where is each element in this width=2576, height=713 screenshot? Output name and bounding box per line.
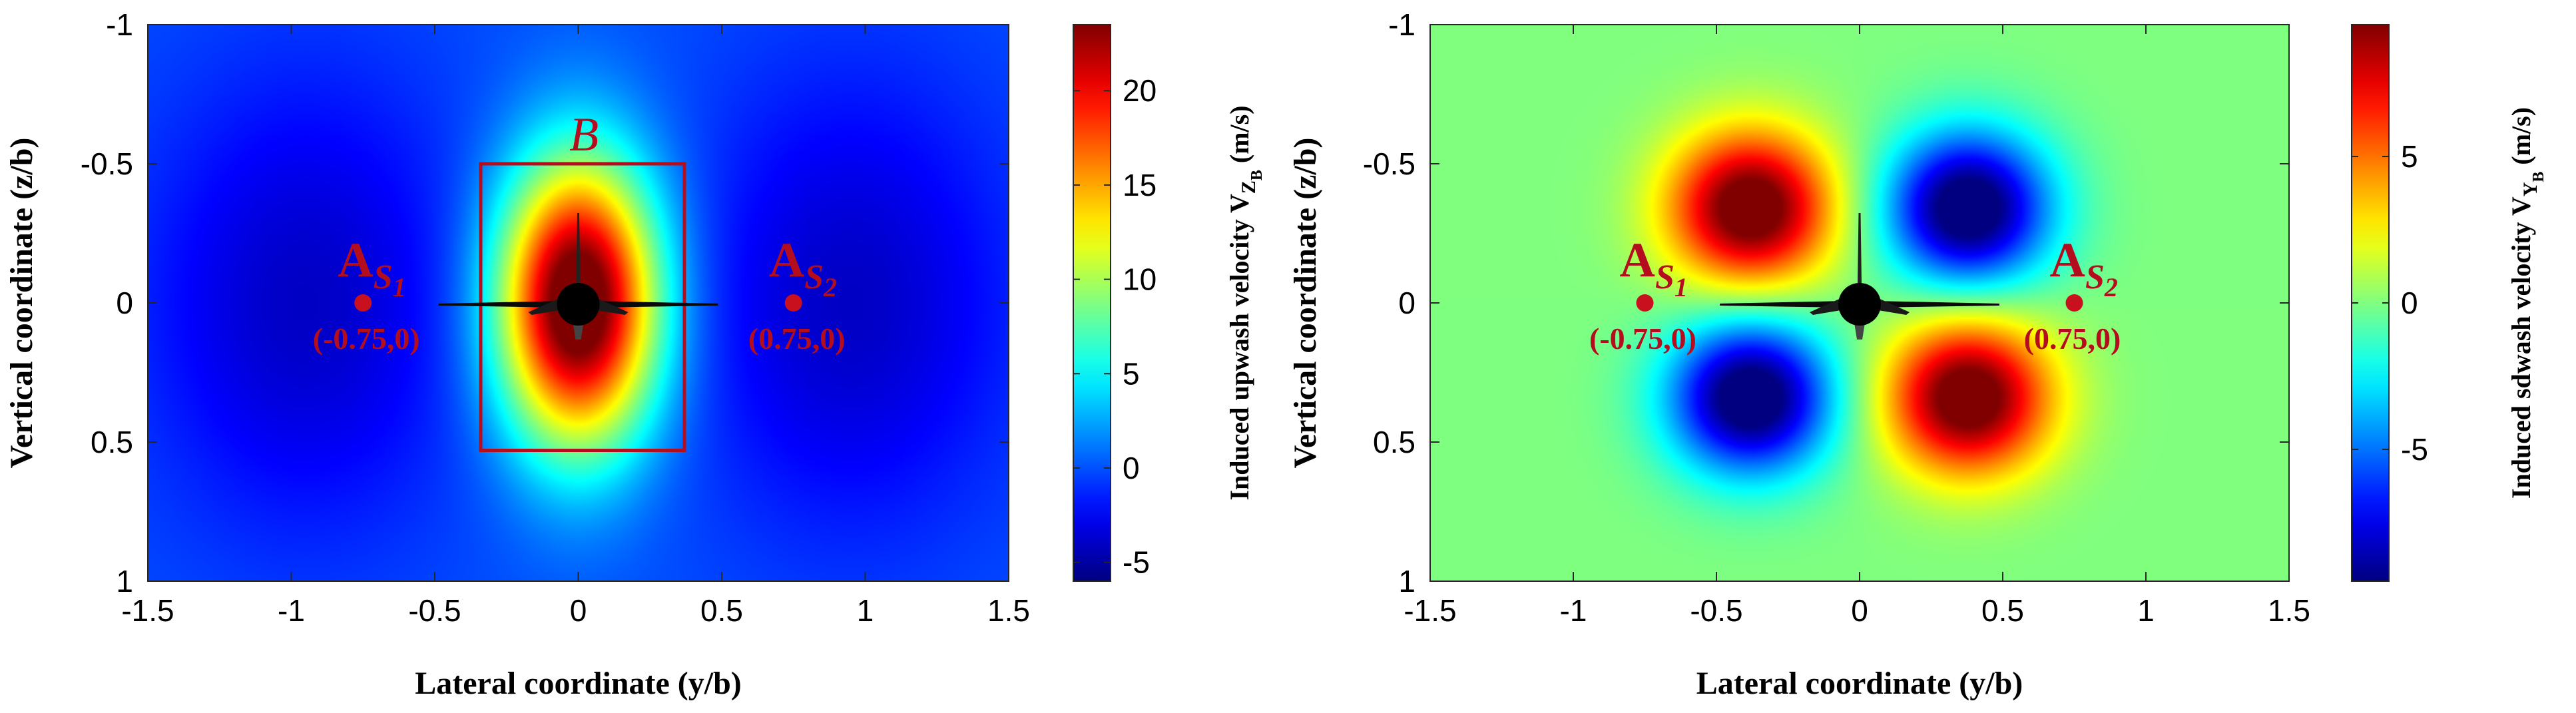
sample-point-name: AS2 [769, 233, 837, 302]
y-tick-label: -0.5 [1363, 146, 1416, 181]
x-tick-label: 0 [1851, 593, 1868, 628]
x-tick-label: 0 [570, 593, 587, 628]
y-tick-label: 0 [1398, 286, 1416, 320]
sample-point-name: AS2 [2050, 233, 2118, 302]
sample-point-coord: (0.75,0) [748, 322, 846, 356]
sample-point-marker [2065, 294, 2083, 312]
y-tick-label: 1 [1398, 564, 1416, 598]
x-tick-label: -0.5 [1690, 593, 1742, 628]
y-axis-label: Vertical coordinate (z/b) [1288, 138, 1323, 469]
colorbar-tick-label: 20 [1123, 73, 1157, 108]
aircraft-fuselage [1838, 283, 1881, 326]
y-tick-label: -1 [1388, 7, 1416, 42]
aircraft-silhouette [1720, 213, 1999, 340]
y-tick-label: 0.5 [91, 425, 133, 459]
colorbar-label: Induced upwash velocity VZB (m/s) [1224, 105, 1266, 500]
colorbar-tick-label: 0 [2401, 286, 2418, 320]
x-tick-label: 1 [2137, 593, 2155, 628]
aircraft-ventral-fin [1854, 323, 1865, 340]
x-axis-label: Lateral coordinate (y/b) [415, 666, 742, 701]
aircraft-vertical-tail [576, 213, 581, 283]
sample-point-marker [1636, 294, 1654, 312]
y-tick-label: -0.5 [81, 146, 133, 181]
x-tick-label: -0.5 [408, 593, 461, 628]
colorbar [1073, 24, 1111, 582]
colorbar-tick-label: -5 [2401, 432, 2428, 467]
aircraft-fuselage [557, 283, 600, 326]
x-tick-label: -1.5 [1404, 593, 1456, 628]
colorbar-tick-label: 10 [1123, 262, 1157, 297]
sample-point-marker [354, 294, 372, 312]
y-tick-label: 0.5 [1373, 425, 1416, 459]
y-tick-label: 0 [116, 286, 133, 320]
region-box-label: B [569, 108, 599, 161]
x-tick-label: -1 [278, 593, 305, 628]
sample-point-coord: (0.75,0) [2024, 322, 2121, 356]
colorbar-tick-label: 5 [1123, 356, 1140, 391]
x-axis-label: Lateral coordinate (y/b) [1696, 666, 2023, 701]
region-box [479, 162, 686, 453]
x-tick-label: 1.5 [2268, 593, 2310, 628]
sample-point-marker [784, 294, 802, 312]
aircraft-silhouette [438, 213, 718, 340]
colorbar-tick-label: 5 [2401, 139, 2418, 174]
sample-point-name: AS1 [1620, 233, 1688, 302]
aircraft-vertical-tail [1858, 213, 1862, 283]
x-tick-label: 0.5 [1981, 593, 2024, 628]
sample-point-coord: (-0.75,0) [1589, 322, 1696, 356]
colorbar-tick-label: 15 [1123, 168, 1157, 202]
y-axis-label: Vertical coordinate (z/b) [4, 138, 39, 469]
x-tick-label: 1.5 [987, 593, 1030, 628]
y-tick-label: 1 [116, 564, 133, 598]
x-tick-label: 0.5 [700, 593, 743, 628]
aircraft-ventral-fin [573, 323, 584, 340]
sample-point-name: AS1 [338, 233, 405, 302]
colorbar-tick-label: -5 [1123, 545, 1150, 580]
sample-point-coord: (-0.75,0) [313, 322, 420, 356]
aircraft-stabilizer [528, 298, 629, 315]
x-tick-label: 1 [857, 593, 874, 628]
x-tick-label: -1.5 [121, 593, 174, 628]
aircraft-stabilizer [1810, 298, 1910, 315]
colorbar-label: Induced sdwash velocity VYB (m/s) [2506, 107, 2547, 499]
x-tick-label: -1 [1560, 593, 1587, 628]
y-tick-label: -1 [106, 7, 133, 42]
colorbar-tick-label: 0 [1123, 451, 1140, 485]
